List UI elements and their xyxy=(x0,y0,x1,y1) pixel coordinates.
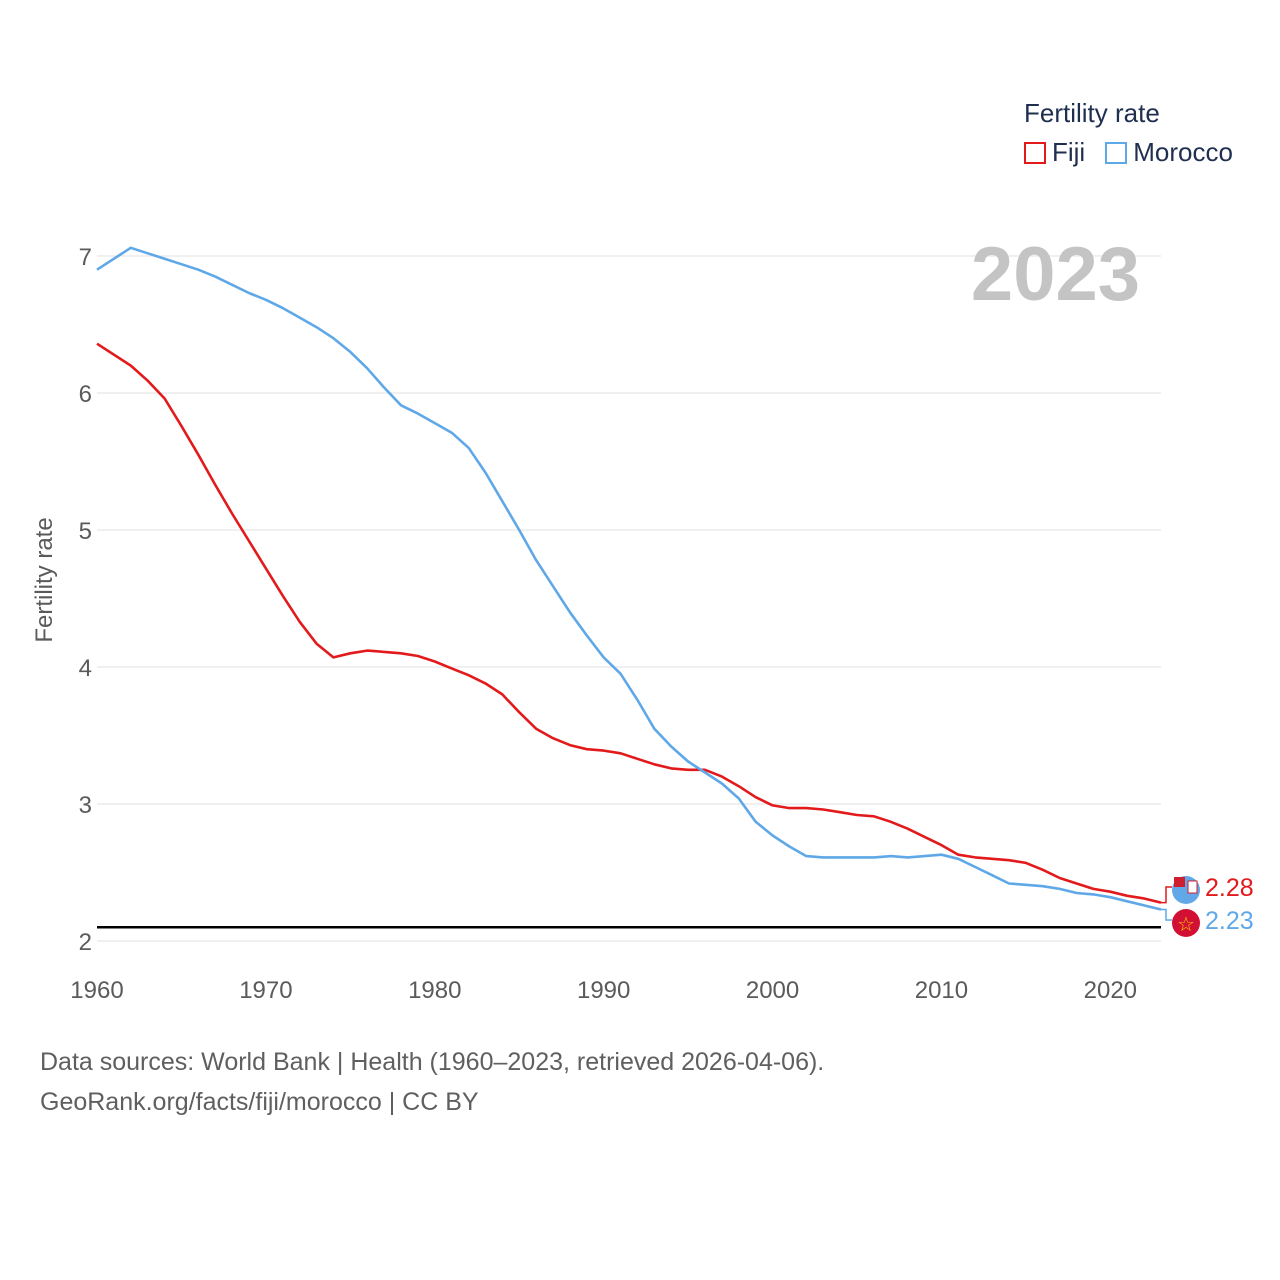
end-connector-morocco xyxy=(1161,908,1172,921)
y-tick-label: 4 xyxy=(79,655,92,682)
y-tick-label: 7 xyxy=(79,244,92,271)
x-tick-label: 1990 xyxy=(577,977,630,1004)
x-tick-label: 2010 xyxy=(915,977,968,1004)
y-axis-ticks: 2 3 4 5 6 7 xyxy=(79,244,92,956)
y-axis-label: Fertility rate xyxy=(31,517,58,642)
series-line-fiji[interactable] xyxy=(96,342,1162,904)
y-tick-label: 3 xyxy=(79,792,92,819)
gridlines xyxy=(97,255,1161,942)
x-tick-label: 1970 xyxy=(239,977,292,1004)
end-labels: 2.28 ☆ 2.23 xyxy=(1161,874,1254,937)
legend: Fertility rate Fiji Morocco xyxy=(1024,98,1233,168)
y-tick-label: 6 xyxy=(79,381,92,408)
y-tick-label: 2 xyxy=(79,929,92,956)
flag-fiji-icon xyxy=(1172,876,1200,904)
series-lines xyxy=(96,246,1162,911)
legend-item-fiji[interactable]: Fiji xyxy=(1024,137,1085,168)
x-tick-label: 1960 xyxy=(70,977,123,1004)
legend-swatch-fiji xyxy=(1024,141,1046,164)
year-label: 2023 xyxy=(971,232,1140,317)
svg-text:☆: ☆ xyxy=(1177,912,1195,936)
x-tick-label: 2000 xyxy=(746,977,799,1004)
end-connector-fiji xyxy=(1161,886,1172,904)
legend-label-morocco: Morocco xyxy=(1133,137,1233,167)
footer: Data sources: World Bank | Health (1960–… xyxy=(40,1042,824,1122)
footer-sources: Data sources: World Bank | Health (1960–… xyxy=(40,1048,825,1076)
legend-swatch-morocco xyxy=(1105,141,1128,164)
footer-link[interactable]: GeoRank.org/facts/fiji/morocco | CC BY xyxy=(40,1088,479,1116)
x-axis-ticks: 1960 1970 1980 1990 2000 2010 2020 xyxy=(70,977,1137,1004)
y-tick-label: 5 xyxy=(79,518,92,545)
end-value-fiji: 2.28 xyxy=(1205,874,1254,902)
legend-label-fiji: Fiji xyxy=(1052,137,1086,167)
x-tick-label: 2020 xyxy=(1084,977,1137,1004)
end-value-morocco: 2.23 xyxy=(1205,907,1254,935)
series-line-morocco[interactable] xyxy=(96,246,1162,911)
x-tick-label: 1980 xyxy=(408,977,461,1004)
flag-morocco-icon: ☆ xyxy=(1172,909,1200,937)
legend-title: Fertility rate xyxy=(1024,98,1160,128)
legend-item-morocco[interactable]: Morocco xyxy=(1105,137,1233,168)
